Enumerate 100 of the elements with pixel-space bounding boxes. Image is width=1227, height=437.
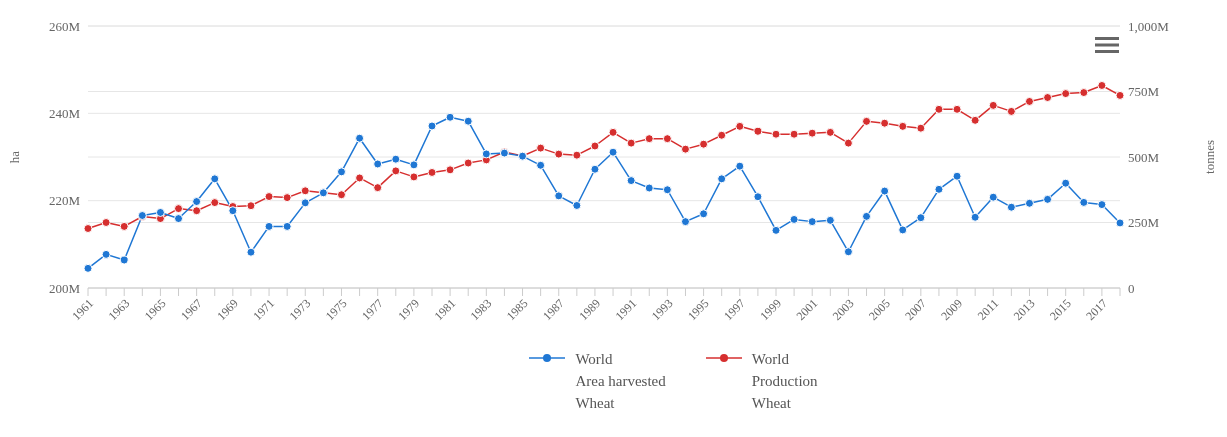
legend-label: World Production Wheat — [751, 350, 818, 413]
point — [463, 116, 473, 126]
point — [300, 198, 310, 208]
point — [101, 218, 111, 227]
point — [807, 128, 817, 138]
x-tick-label: 1999 — [757, 296, 785, 324]
point — [391, 154, 401, 164]
point — [1043, 194, 1053, 204]
point — [771, 129, 781, 139]
y-tick-label: 240M — [48, 105, 81, 121]
point — [427, 121, 437, 131]
x-tick-label: 1989 — [576, 296, 604, 324]
point — [192, 206, 202, 216]
y2-tick-label: 250M — [1128, 215, 1160, 231]
point — [1043, 93, 1053, 103]
point — [699, 209, 709, 219]
point — [1115, 90, 1125, 100]
point — [934, 184, 944, 194]
point — [119, 221, 129, 231]
point — [155, 207, 165, 217]
point — [843, 247, 853, 257]
point — [427, 167, 437, 177]
point — [174, 204, 184, 214]
point — [608, 127, 618, 137]
point — [717, 130, 727, 140]
point — [771, 225, 781, 235]
point — [1024, 198, 1034, 208]
point — [1006, 106, 1016, 116]
y-tick-label: 260M — [48, 18, 81, 34]
point — [572, 200, 582, 210]
point — [970, 115, 980, 125]
legend-label: World Area harvested Wheat — [575, 350, 666, 413]
point — [481, 149, 491, 159]
point — [572, 150, 582, 160]
point — [355, 173, 365, 183]
point — [843, 138, 853, 148]
point — [970, 212, 980, 222]
point — [898, 121, 908, 131]
point — [1006, 202, 1016, 212]
point — [1079, 197, 1089, 207]
point — [282, 221, 292, 231]
x-tick-label: 1961 — [69, 296, 97, 324]
x-tick-label: 1983 — [467, 296, 495, 324]
point — [409, 160, 419, 170]
point — [336, 167, 346, 177]
point — [952, 171, 962, 181]
point — [608, 147, 618, 157]
point — [1024, 96, 1034, 106]
point — [880, 186, 890, 196]
point — [554, 149, 564, 159]
point — [83, 263, 93, 273]
point — [916, 123, 926, 133]
point — [355, 133, 365, 143]
point — [789, 214, 799, 224]
point — [1061, 89, 1071, 99]
point — [789, 129, 799, 139]
point — [753, 192, 763, 202]
point — [717, 174, 727, 184]
y2-tick-label: 1,000M — [1128, 18, 1170, 34]
x-tick-label: 2011 — [974, 296, 1002, 323]
point — [228, 206, 238, 216]
point — [174, 214, 184, 224]
point — [862, 211, 872, 221]
point — [988, 100, 998, 110]
point — [807, 217, 817, 227]
point — [916, 213, 926, 223]
x-tick-label: 1963 — [105, 296, 133, 324]
y-tick-label: 200M — [48, 280, 81, 296]
point — [210, 174, 220, 184]
y-tick-label: 220M — [48, 193, 81, 209]
point — [1061, 178, 1071, 188]
point — [409, 172, 419, 182]
point — [210, 198, 220, 208]
point — [373, 183, 383, 193]
y2-tick-label: 0 — [1128, 280, 1135, 296]
point — [1097, 200, 1107, 210]
point — [753, 126, 763, 136]
point — [825, 215, 835, 225]
point — [988, 192, 998, 202]
point — [246, 201, 256, 211]
point — [735, 121, 745, 131]
point — [735, 161, 745, 171]
point — [536, 160, 546, 170]
point — [264, 221, 274, 231]
point — [862, 116, 872, 126]
point — [898, 225, 908, 235]
point — [101, 249, 111, 259]
point — [300, 186, 310, 196]
point — [1097, 80, 1107, 90]
point — [192, 197, 202, 207]
x-tick-label: 1973 — [286, 296, 314, 324]
point — [554, 191, 564, 201]
x-tick-label: 1991 — [612, 296, 640, 324]
x-tick-label: 1979 — [395, 296, 423, 324]
point — [934, 104, 944, 114]
point — [662, 134, 672, 144]
point — [590, 164, 600, 174]
point — [662, 185, 672, 195]
point — [825, 127, 835, 137]
x-tick-label: 1981 — [431, 296, 459, 324]
